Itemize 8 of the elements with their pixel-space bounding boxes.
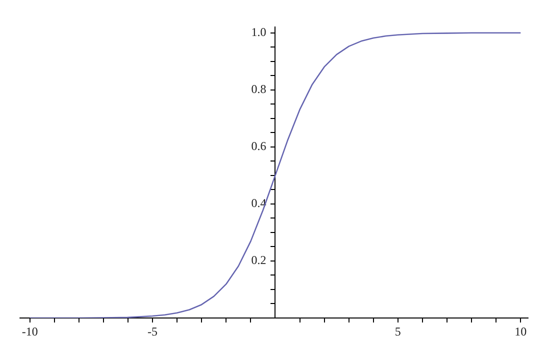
y-tick-label: 0.8: [251, 82, 276, 96]
x-tick-label: -10: [22, 324, 38, 338]
y-tick-label: 1.0: [251, 25, 276, 40]
x-tick-label: -5: [148, 324, 158, 338]
x-tick-label: 10: [514, 324, 527, 338]
y-tick-label: 0.2: [251, 253, 276, 268]
y-tick-label: 0.6: [251, 139, 276, 154]
x-tick-label: 5: [394, 324, 401, 338]
